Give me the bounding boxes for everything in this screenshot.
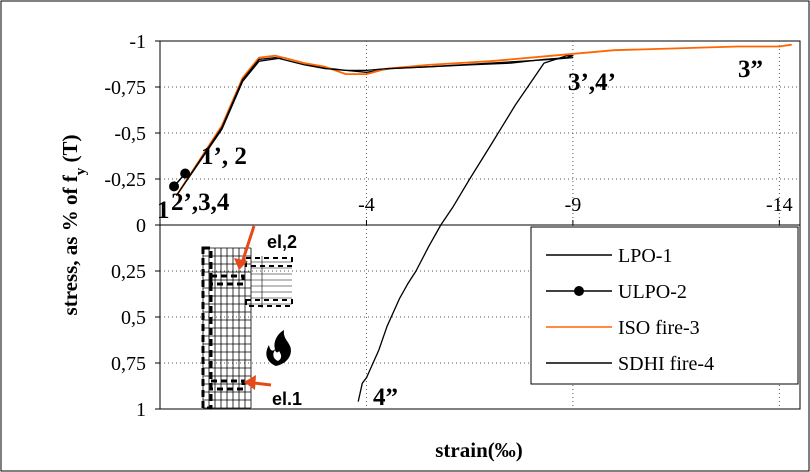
series-1-point-1: [180, 168, 191, 179]
y-tick-labels: -1 -0,75 -0,5 -0,25 0 0,25 0,5 0,75 1: [104, 31, 146, 421]
axes: [155, 40, 800, 410]
y-tick-label-3: -0,25: [104, 169, 146, 191]
annotation-3dd: 3”: [738, 56, 763, 83]
legend-label-1: ULPO-2: [618, 281, 687, 303]
annotation-1-2: 1’, 2: [201, 143, 247, 170]
section-web-outline: [245, 299, 293, 307]
y-tick-label-5: 0,25: [111, 261, 146, 283]
section-flange-outline: [201, 246, 213, 410]
fire-icon: [266, 330, 291, 366]
y-tick-label-8: 1: [136, 399, 146, 421]
legend-label-3: SDHI fire-4: [618, 353, 714, 375]
y-tick-label-0: -1: [129, 31, 146, 53]
section-element-1-outline: [209, 379, 245, 391]
legend-marker-1: [574, 286, 584, 296]
y-tick-label-1: -0,75: [104, 77, 146, 99]
annotation-1: 1: [157, 197, 170, 224]
y-axis-title: stress, as % of fy (T): [58, 135, 89, 316]
y-tick-label-7: 0,75: [111, 353, 146, 375]
section-element-2-outline: [209, 274, 245, 286]
y-tick-label-4: 0: [136, 215, 146, 237]
y-axis-title-tail: (T): [58, 135, 82, 168]
legend: LPO-1 ULPO-2 ISO fire-3 SDHI fire-4: [530, 226, 799, 385]
section-inset: el,2 el.1: [201, 225, 302, 410]
annotation-3-4: 3’,4’: [568, 69, 616, 96]
series: [173, 43, 792, 402]
annotations: 1’, 2 1 2’,3,4 3’,4’ 3” 4”: [157, 56, 763, 411]
legend-label-2: ISO fire-3: [618, 317, 700, 339]
x-axis-title: strain(‰): [435, 438, 523, 462]
annotation-4dd: 4”: [373, 384, 398, 411]
y-tick-label-2: -0,5: [114, 123, 146, 145]
arrow-el1-head: [244, 375, 256, 390]
inset-label-el1: el.1: [272, 389, 302, 409]
series-line-3: [175, 56, 573, 196]
y-axis-title-main: stress, as % of f: [58, 174, 82, 315]
series-line-2: [175, 43, 792, 197]
x-tick-label-1: -9: [565, 194, 582, 216]
legend-label-0: LPO-1: [618, 245, 672, 267]
legend-box: [530, 226, 799, 385]
y-axis-title-sub: y: [73, 167, 89, 175]
annotation-2-3-4: 2’,3,4: [171, 189, 230, 216]
arrow-el2-shaft: [239, 225, 256, 267]
x-tick-label-2: -14: [766, 194, 793, 216]
x-tick-label-0: -4: [358, 194, 375, 216]
series-1-point-0: [169, 181, 180, 192]
markers: [169, 168, 191, 192]
x-tick-labels: -4 -9 -14: [358, 194, 793, 216]
inset-label-el2: el,2: [267, 232, 297, 252]
arrow-el2-head: [234, 258, 248, 270]
y-tick-label-6: 0,5: [121, 307, 146, 329]
